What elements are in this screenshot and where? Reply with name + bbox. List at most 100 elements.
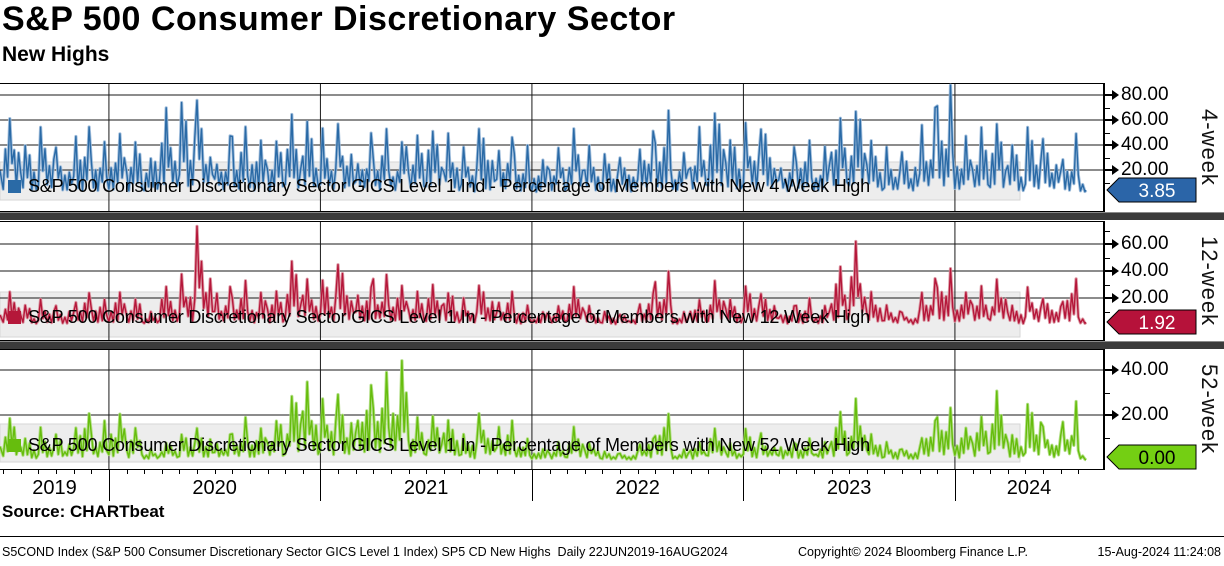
x-axis-tick <box>761 470 763 474</box>
x-axis-tick <box>972 470 974 474</box>
x-axis-tick <box>38 470 40 474</box>
x-axis-tick <box>514 470 516 474</box>
x-axis-tick <box>778 470 780 474</box>
x-axis-tick <box>197 470 199 474</box>
x-axis-tick <box>408 470 410 474</box>
y-axis-4week: 4-week 20.00 40.00 60.00 80.00 3.85 <box>1103 83 1224 212</box>
y-axis-minor-tick <box>1105 311 1110 313</box>
x-axis-tick <box>56 470 58 474</box>
last-value-badge: 0.00 <box>1106 444 1197 470</box>
x-axis-tick <box>1060 470 1062 474</box>
chart-panel-12week: S&P 500 Consumer Discretionary Sector GI… <box>0 221 1103 341</box>
page-subtitle: New Highs <box>2 43 110 66</box>
x-axis-tick <box>655 470 657 474</box>
x-axis-year-divider <box>743 470 745 501</box>
legend-12week: S&P 500 Consumer Discretionary Sector GI… <box>8 307 870 328</box>
y-axis-minor-tick <box>1105 257 1110 259</box>
x-axis-tick <box>672 470 674 474</box>
x-axis-tick <box>725 470 727 474</box>
x-axis-tick <box>426 470 428 474</box>
x-axis-tick <box>373 470 375 474</box>
y-axis-minor-tick <box>1105 392 1110 394</box>
x-axis-tick <box>479 470 481 474</box>
x-axis-tick <box>443 470 445 474</box>
legend-swatch-4week <box>8 180 21 193</box>
x-axis-year-label: 2019 <box>32 477 77 499</box>
chart-plot-52week <box>0 349 1103 470</box>
x-axis-tick <box>1078 470 1080 474</box>
y-axis-minor-tick <box>1105 230 1110 232</box>
chart-plot-12week <box>0 221 1103 341</box>
x-axis-tick <box>708 470 710 474</box>
x-axis-year-divider <box>954 470 956 501</box>
x-axis-tick <box>302 470 304 474</box>
x-axis-tick-row <box>0 470 1103 479</box>
y-axis-minor-tick <box>1105 437 1110 439</box>
legend-52week: S&P 500 Consumer Discretionary Sector GI… <box>8 435 870 456</box>
x-axis-tick <box>602 470 604 474</box>
y-axis-minor-tick <box>1105 157 1110 159</box>
chart-plot-4week <box>0 83 1103 212</box>
x-axis-tick <box>232 470 234 474</box>
svg-text:0.00: 0.00 <box>1139 448 1176 469</box>
y-axis-12week: 12-week 20.00 40.00 60.00 1.92 <box>1103 221 1224 341</box>
x-axis-tick <box>796 470 798 474</box>
x-axis-tick <box>3 470 5 474</box>
x-axis-tick <box>884 470 886 474</box>
x-axis-year-label: 2022 <box>615 477 660 499</box>
last-value-badge: 1.92 <box>1106 309 1197 335</box>
x-axis-tick <box>690 470 692 474</box>
x-axis-tick <box>866 470 868 474</box>
x-axis-tick <box>73 470 75 474</box>
panel-side-label-4week: 4-week <box>1197 109 1222 186</box>
last-value-badge: 3.85 <box>1106 177 1197 203</box>
x-axis-tick <box>249 470 251 474</box>
x-axis-year-divider <box>320 470 322 501</box>
x-axis-tick <box>620 470 622 474</box>
x-axis-year-label: 2023 <box>826 477 872 499</box>
x-axis-tick <box>849 470 851 474</box>
x-axis-tick <box>179 470 181 474</box>
chart-panel-52week: S&P 500 Consumer Discretionary Sector GI… <box>0 349 1103 470</box>
footer-timestamp: 15-Aug-2024 11:24:08 <box>1097 545 1221 559</box>
x-axis-tick <box>91 470 93 474</box>
x-axis-tick <box>990 470 992 474</box>
x-axis-tick <box>267 470 269 474</box>
legend-swatch-52week <box>8 439 21 452</box>
x-axis-tick <box>496 470 498 474</box>
x-axis-tick <box>20 470 22 474</box>
footer-ticker-info: S5COND Index (S&P 500 Consumer Discretio… <box>2 545 728 559</box>
x-axis-tick <box>1025 470 1027 474</box>
x-axis-tick <box>390 470 392 474</box>
x-axis-tick <box>461 470 463 474</box>
legend-label-52week: S&P 500 Consumer Discretionary Sector GI… <box>28 435 870 455</box>
panel-splitter-bar <box>0 212 1224 220</box>
x-axis-tick <box>902 470 904 474</box>
x-axis-tick <box>144 470 146 474</box>
x-axis-tick <box>338 470 340 474</box>
x-axis-tick <box>584 470 586 474</box>
x-axis-tick <box>285 470 287 474</box>
footer-divider <box>0 536 1224 537</box>
y-axis-minor-tick <box>1105 182 1110 184</box>
x-axis-tick <box>1043 470 1045 474</box>
legend-4week: S&P 500 Consumer Discretionary Sector GI… <box>8 176 870 197</box>
x-axis-year-divider <box>531 470 533 501</box>
x-axis-year-divider <box>108 470 110 501</box>
x-axis-year-label: 2024 <box>1006 477 1052 499</box>
x-axis-tick <box>567 470 569 474</box>
legend-label-4week: S&P 500 Consumer Discretionary Sector GI… <box>28 176 870 196</box>
x-axis-tick <box>126 470 128 474</box>
y-axis-52week: 52-week 20.00 40.00 0.00 <box>1103 349 1224 470</box>
x-axis-tick <box>355 470 357 474</box>
y-axis-minor-tick <box>1105 284 1110 286</box>
svg-text:1.92: 1.92 <box>1139 313 1176 334</box>
x-axis-tick <box>549 470 551 474</box>
legend-swatch-12week <box>8 311 21 324</box>
x-axis-tick <box>831 470 833 474</box>
footer-copyright: Copyright© 2024 Bloomberg Finance L.P. <box>798 545 1028 559</box>
x-axis-tick <box>637 470 639 474</box>
x-axis-tick <box>919 470 921 474</box>
panel-side-label-12week: 12-week <box>1197 235 1222 327</box>
y-axis-minor-tick <box>1105 107 1110 109</box>
